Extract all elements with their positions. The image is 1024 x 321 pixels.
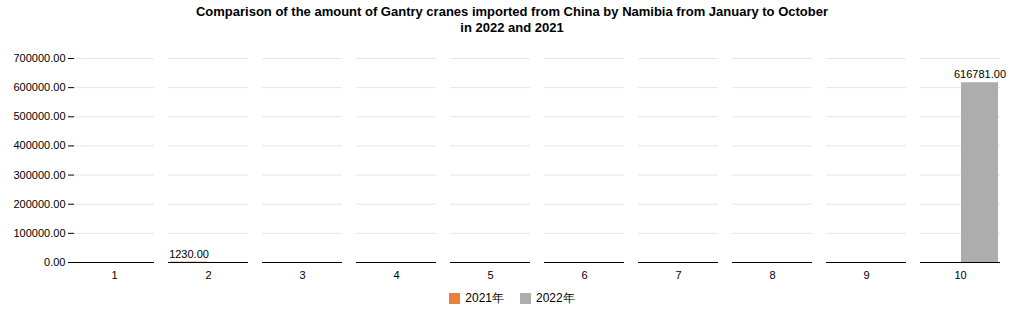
svg-text:700000.00: 700000.00 — [14, 52, 66, 64]
svg-text:7: 7 — [675, 269, 681, 281]
svg-text:1230.00: 1230.00 — [169, 248, 209, 260]
svg-text:6: 6 — [581, 269, 587, 281]
svg-text:5: 5 — [487, 269, 493, 281]
svg-text:0.00: 0.00 — [44, 256, 65, 268]
svg-text:8: 8 — [769, 269, 775, 281]
svg-text:616781.00: 616781.00 — [954, 68, 1006, 80]
svg-text:2: 2 — [205, 269, 211, 281]
svg-text:200000.00: 200000.00 — [14, 198, 66, 210]
svg-text:3: 3 — [299, 269, 305, 281]
svg-text:9: 9 — [863, 269, 869, 281]
html-text:2022年: 2022年 — [536, 291, 575, 305]
svg-text:4: 4 — [393, 269, 399, 281]
svg-text:100000.00: 100000.00 — [14, 227, 66, 239]
svg-text:600000.00: 600000.00 — [14, 81, 66, 93]
svg-text:1: 1 — [111, 269, 117, 281]
svg-text:300000.00: 300000.00 — [14, 169, 66, 181]
html-text:Comparison of the amount of Ga: Comparison of the amount of Gantry crane… — [196, 4, 828, 35]
svg-text:500000.00: 500000.00 — [14, 110, 66, 122]
html-text:2021年: 2021年 — [465, 291, 504, 305]
svg-text:400000.00: 400000.00 — [14, 139, 66, 151]
svg-text:10: 10 — [954, 269, 966, 281]
